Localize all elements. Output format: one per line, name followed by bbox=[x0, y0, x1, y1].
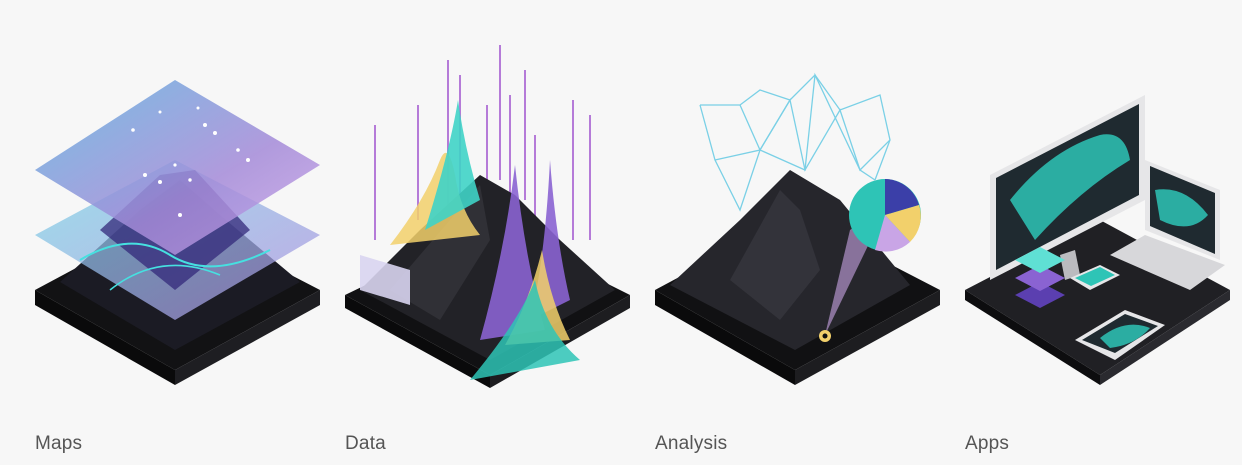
network-analysis-terrain-icon bbox=[655, 72, 940, 385]
apps-label: Apps bbox=[965, 433, 1010, 454]
data-panel: Data bbox=[330, 0, 640, 465]
analysis-label: Analysis bbox=[655, 433, 728, 454]
data-spikes-terrain-icon bbox=[345, 45, 630, 388]
maps-panel: Maps bbox=[20, 0, 330, 465]
maps-label: Maps bbox=[35, 433, 83, 454]
layered-map-terrain-icon bbox=[35, 80, 320, 385]
data-label: Data bbox=[345, 433, 386, 454]
apps-panel: Apps bbox=[950, 0, 1242, 465]
devices-apps-icon bbox=[965, 95, 1230, 385]
analysis-panel: Analysis bbox=[640, 0, 950, 465]
